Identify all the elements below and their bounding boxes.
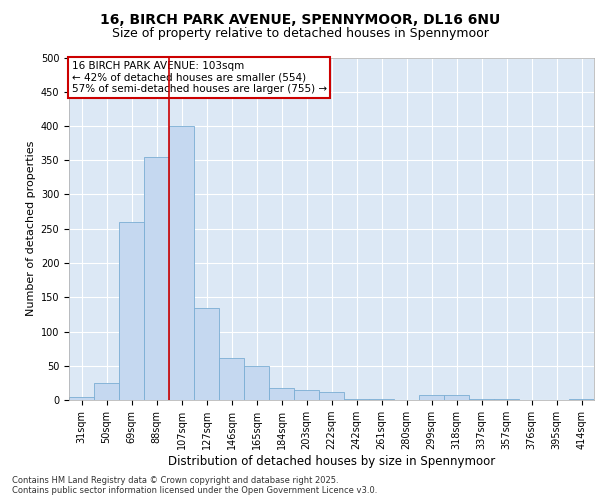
Y-axis label: Number of detached properties: Number of detached properties [26,141,37,316]
Bar [69,396,94,400]
Bar [244,366,269,400]
Bar [419,394,444,400]
Bar [119,222,144,400]
Text: Contains HM Land Registry data © Crown copyright and database right 2025.
Contai: Contains HM Land Registry data © Crown c… [12,476,377,495]
Bar [169,126,194,400]
Bar [569,398,594,400]
Text: Size of property relative to detached houses in Spennymoor: Size of property relative to detached ho… [112,28,488,40]
Bar [219,358,244,400]
Text: 16, BIRCH PARK AVENUE, SPENNYMOOR, DL16 6NU: 16, BIRCH PARK AVENUE, SPENNYMOOR, DL16 … [100,12,500,26]
Bar [444,394,469,400]
Bar [369,398,394,400]
Bar [294,390,319,400]
Bar [344,398,369,400]
X-axis label: Distribution of detached houses by size in Spennymoor: Distribution of detached houses by size … [168,455,495,468]
Bar [144,157,169,400]
Bar [194,308,219,400]
Text: 16 BIRCH PARK AVENUE: 103sqm
← 42% of detached houses are smaller (554)
57% of s: 16 BIRCH PARK AVENUE: 103sqm ← 42% of de… [71,61,327,94]
Bar [269,388,294,400]
Bar [494,398,519,400]
Bar [94,383,119,400]
Bar [319,392,344,400]
